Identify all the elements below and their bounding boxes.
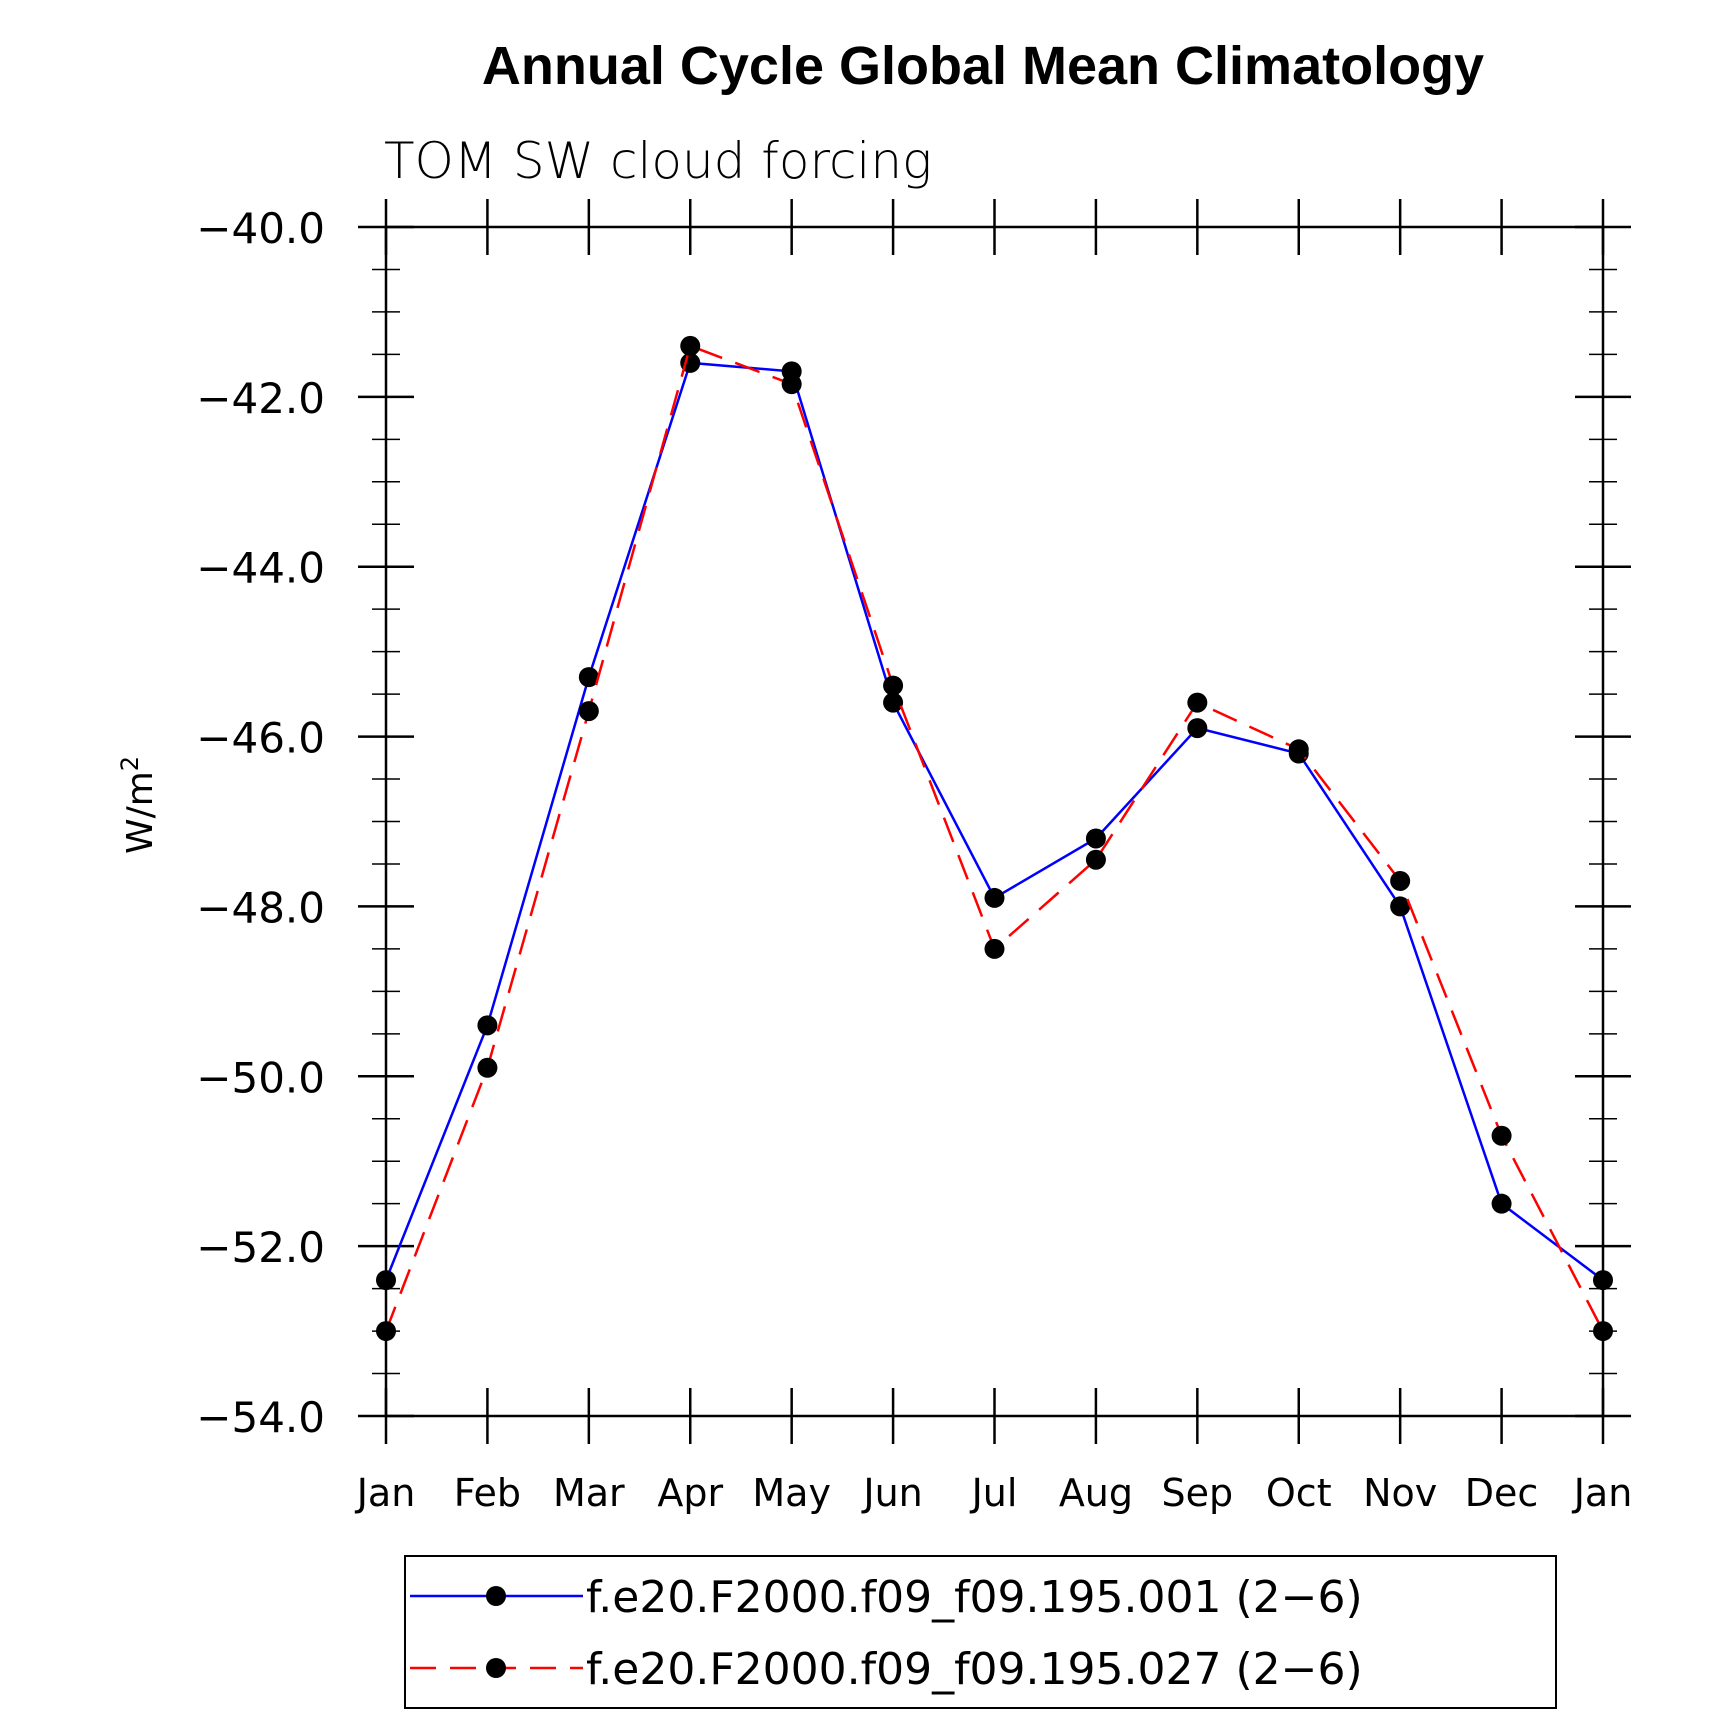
series-line [384, 344, 1605, 1332]
data-point [1288, 739, 1309, 760]
y-tick-label: −52.0 [196, 1223, 325, 1272]
x-tick-label: Jan [355, 1471, 416, 1515]
series-layer [376, 335, 1613, 1342]
x-tick-label: Jan [1572, 1471, 1633, 1515]
data-point [1085, 828, 1106, 849]
x-tick-label: Jul [970, 1471, 1018, 1515]
x-tick-label: Aug [1059, 1471, 1133, 1515]
data-point [1187, 718, 1208, 739]
legend-marker [486, 1586, 506, 1606]
data-point [477, 1015, 498, 1036]
chart-title: Annual Cycle Global Mean Climatology [482, 36, 1484, 96]
x-tick-label: Nov [1363, 1471, 1437, 1515]
plot-frame [384, 225, 1605, 1418]
data-point [1491, 1125, 1512, 1146]
legend: f.e20.F2000.f09_f09.195.001 (2−6) f.e20.F… [410, 1572, 1363, 1695]
y-tick-label: −40.0 [196, 204, 325, 253]
data-point [1593, 1321, 1613, 1342]
legend-label: f.e20.F2000.f09_f09.195.027 (2−6) [586, 1644, 1363, 1695]
x-tick-label: May [752, 1471, 831, 1515]
y-tick-label: −42.0 [196, 374, 325, 423]
legend-item-1: f.e20.F2000.f09_f09.195.001 (2−6) [410, 1572, 1363, 1623]
data-point [984, 887, 1005, 908]
series-2 [376, 335, 1613, 1342]
data-point [376, 1321, 396, 1342]
legend-marker [486, 1658, 506, 1678]
data-point [781, 374, 802, 395]
chart-subtitle: TOM SW cloud forcing [384, 132, 932, 190]
plot-axes: −40.0 −42.0 −44.0 −46.0 −48.0 −50.0 −52.0 −54.0… [196, 199, 1632, 1515]
x-tick-label: Sep [1162, 1471, 1234, 1515]
data-point [680, 335, 701, 356]
y-tick-label: −48.0 [196, 883, 325, 932]
data-point [578, 701, 599, 722]
data-point [376, 1270, 396, 1291]
y-tick-label: −46.0 [196, 714, 325, 763]
data-point [1187, 692, 1208, 713]
x-tick-label: Apr [657, 1471, 723, 1515]
series-line [384, 361, 1604, 1282]
legend-item-2: f.e20.F2000.f09_f09.195.027 (2−6) [410, 1644, 1363, 1695]
x-tick-label: Oct [1266, 1471, 1332, 1515]
x-tick-label: Jun [861, 1471, 922, 1515]
y-axis-label-superscript: 2 [116, 756, 144, 771]
legend-label: f.e20.F2000.f09_f09.195.001 (2−6) [586, 1572, 1363, 1623]
data-point [578, 667, 599, 688]
y-axis-label: W/m2 [116, 756, 161, 854]
data-point [883, 675, 904, 696]
y-tick-label: −50.0 [196, 1053, 325, 1102]
y-tick-label: −44.0 [196, 544, 325, 593]
data-point [1085, 849, 1106, 870]
x-tick-label: Mar [553, 1471, 625, 1515]
x-tick-label: Dec [1465, 1471, 1539, 1515]
y-tick-label: −54.0 [196, 1393, 325, 1442]
x-tick-label: Feb [454, 1471, 521, 1515]
data-point [1390, 870, 1411, 891]
series-1 [376, 352, 1613, 1291]
data-point [1491, 1193, 1512, 1214]
data-point [984, 938, 1005, 959]
data-point [883, 692, 904, 713]
data-point [1390, 896, 1411, 917]
legend-box [404, 1555, 1557, 1709]
data-point [1593, 1270, 1613, 1291]
data-point [477, 1057, 498, 1078]
